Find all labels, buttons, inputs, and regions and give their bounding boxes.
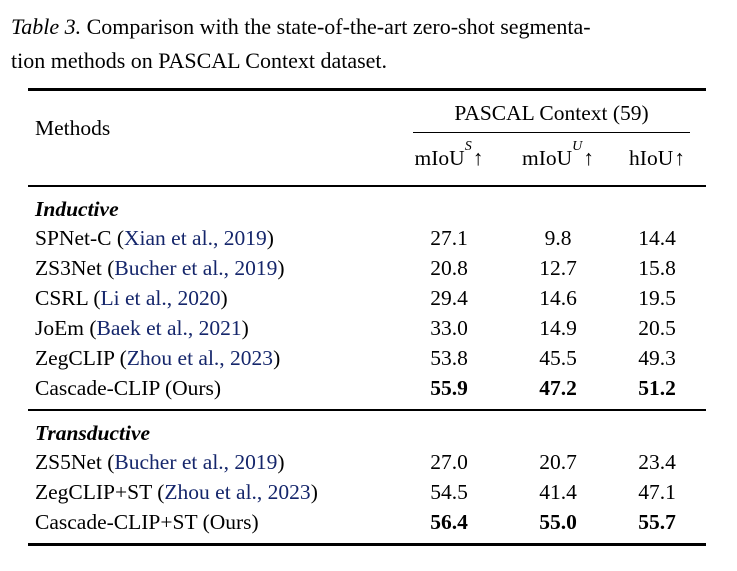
hiou-value: 20.5 [638,316,676,341]
method-name: JoEm ( [35,316,97,341]
method-cell: SPNet-C (Xian et al., 2019) [28,223,390,253]
table-row-zs3net: ZS3Net (Bucher et al., 2019) 20.8 12.7 1… [28,253,706,283]
citation-link[interactable]: Xian et al., 2019 [124,226,267,251]
results-table: Methods PASCAL Context (59) mIoUS↑ mIoUU… [28,88,707,547]
method-cell: CSRL (Li et al., 2020) [28,283,390,313]
hiou-value: 23.4 [638,450,676,475]
miou-s-value: 27.0 [430,450,468,475]
up-arrow-icon: ↑ [583,146,595,171]
table-row-cascade-clip-st: Cascade-CLIP+ST (Ours) 56.4 55.0 55.7 [28,507,706,545]
citation-link[interactable]: Bucher et al., 2019 [114,256,278,281]
method-name-close: ) [310,480,318,505]
table-row-zegclip: ZegCLIP (Zhou et al., 2023) 53.8 45.5 49… [28,343,706,373]
header-row-group: Methods PASCAL Context (59) [28,89,706,188]
section-header-row-transductive: Transductive [28,409,707,448]
miou-s-value: 27.1 [430,226,468,251]
caption-line-2: tion methods on PASCAL Context dataset. [11,47,388,73]
up-arrow-icon: ↑ [472,146,484,171]
table-caption: Table 3. Comparison with the state-of-th… [11,10,729,77]
caption-table-label: Table 3. [11,14,82,39]
method-cell: ZS3Net (Bucher et al., 2019) [28,253,390,283]
table-header: Methods PASCAL Context (59) mIoUS↑ mIoUU… [28,89,707,188]
method-name: CSRL ( [35,286,101,311]
table-row-cascade-clip: Cascade-CLIP (Ours) 55.9 47.2 51.2 [28,373,706,410]
section-header-row-inductive: Inductive [28,186,706,223]
section-title: Inductive [35,197,119,222]
miou-u-value: 20.7 [539,450,577,475]
hiou-value: 55.7 [638,510,676,535]
hiou-value: 14.4 [638,226,676,251]
miou-s-value: 56.4 [430,510,468,535]
methods-column-header: Methods [28,89,390,188]
method-name: ZegCLIP ( [35,346,127,371]
citation-link[interactable]: Bucher et al., 2019 [114,450,278,475]
miou-u-value: 14.6 [539,286,577,311]
miou-u-value: 55.0 [539,510,577,535]
hiou-value: 47.1 [638,480,676,505]
caption-line-1: Table 3. Comparison with the state-of-th… [11,10,729,44]
miou-s-value: 55.9 [430,376,468,401]
method-name-close: ) [266,226,274,251]
metric-name: mIoU [521,146,573,171]
method-name-close: ) [273,346,281,371]
method-cell: ZS5Net (Bucher et al., 2019) [28,447,390,477]
miou-u-value: 14.9 [539,316,577,341]
citation-link[interactable]: Zhou et al., 2023 [164,480,311,505]
miou-s-value: 20.8 [430,256,468,281]
miou-s-value: 53.8 [430,346,468,371]
citation-link[interactable]: Zhou et al., 2023 [126,346,274,371]
method-name-close: ) [277,256,285,281]
metric-superscript: S [464,139,472,154]
dataset-group-header-cell: PASCAL Context (59) [390,90,706,133]
metric-superscript: U [572,139,583,154]
column-header-hiou: hIoU↑ [608,133,707,188]
citation-link[interactable]: Li et al., 2020 [100,286,221,311]
miou-s-value: 54.5 [430,480,468,505]
method-name: ZS3Net ( [35,256,115,281]
header-row-metrics: mIoUS↑ mIoUU↑ hIoU↑ [28,133,707,188]
miou-u-value: 12.7 [539,256,577,281]
method-name: ZS5Net ( [35,450,115,475]
table-body: Inductive SPNet-C (Xian et al., 2019) 27… [28,186,707,545]
miou-s-value: 33.0 [430,316,468,341]
hiou-value: 51.2 [638,376,676,401]
method-cell: Cascade-CLIP+ST (Ours) [28,507,390,545]
up-arrow-icon: ↑ [674,146,685,171]
metric-name: hIoU [629,146,674,171]
method-name: Cascade-CLIP (Ours) [35,376,222,401]
hiou-value: 15.8 [638,256,676,281]
method-cell: Cascade-CLIP (Ours) [28,373,390,410]
method-cell: JoEm (Baek et al., 2021) [28,313,390,343]
table-row-joem: JoEm (Baek et al., 2021) 33.0 14.9 20.5 [28,313,706,343]
table-row-zegclip-st: ZegCLIP+ST (Zhou et al., 2023) 54.5 41.4… [28,477,706,507]
method-name-close: ) [220,286,228,311]
miou-u-value: 45.5 [539,346,577,371]
hiou-value: 19.5 [638,286,676,311]
column-header-miou-s: mIoUS↑ [390,133,508,188]
citation-link[interactable]: Baek et al., 2021 [96,316,242,341]
miou-u-value: 41.4 [539,480,577,505]
table-row-spnet-c: SPNet-C (Xian et al., 2019) 27.1 9.8 14.… [28,223,706,253]
miou-u-value: 9.8 [544,226,572,251]
table-row-zs5net: ZS5Net (Bucher et al., 2019) 27.0 20.7 2… [28,447,706,477]
metric-name: mIoU [414,146,465,171]
method-cell: ZegCLIP (Zhou et al., 2023) [28,343,390,373]
miou-s-value: 29.4 [430,286,468,311]
section-title: Transductive [28,409,707,448]
column-header-miou-u: mIoUU↑ [508,133,608,188]
caption-text-1: Comparison with the state-of-the-art zer… [81,14,591,39]
method-name: Cascade-CLIP+ST (Ours) [35,510,259,535]
method-name: ZegCLIP+ST ( [35,480,165,505]
method-cell: ZegCLIP+ST (Zhou et al., 2023) [28,477,390,507]
miou-u-value: 47.2 [539,376,577,401]
hiou-value: 49.3 [638,346,676,371]
method-name: SPNet-C ( [35,226,124,251]
table-row-csrl: CSRL (Li et al., 2020) 29.4 14.6 19.5 [28,283,706,313]
method-name-close: ) [241,316,249,341]
dataset-group-header: PASCAL Context (59) [413,100,691,133]
method-name-close: ) [277,450,285,475]
